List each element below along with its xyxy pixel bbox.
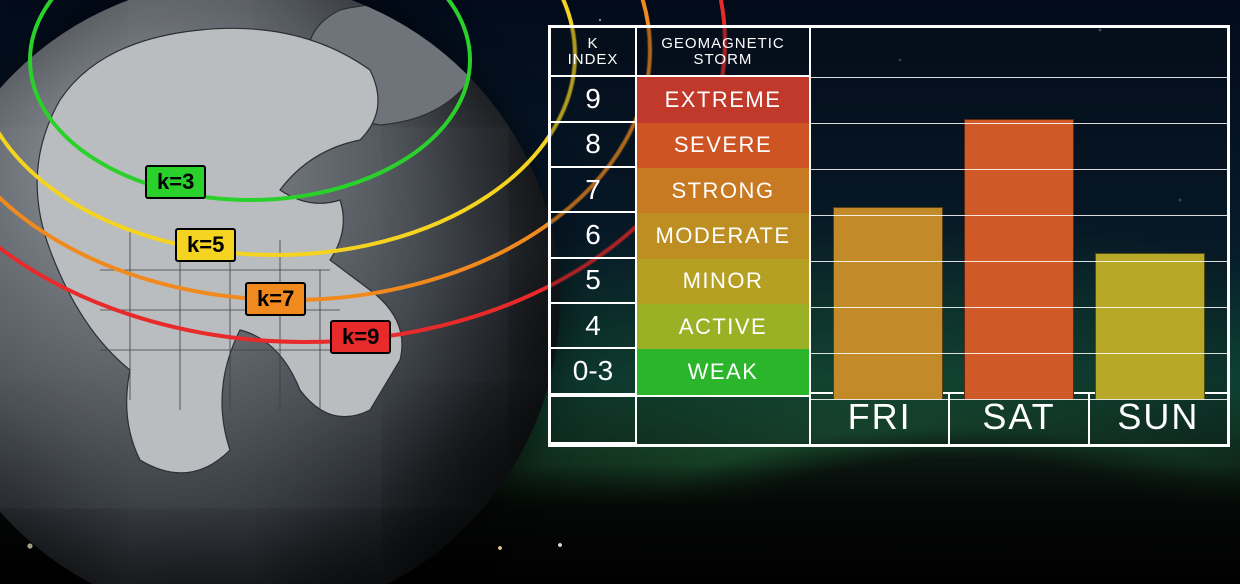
gridline xyxy=(811,261,1227,262)
xlabel-sat: SAT xyxy=(950,394,1089,444)
header-storm: GEOMAGNETIC STORM xyxy=(637,28,811,77)
cell-index: 6 xyxy=(551,213,637,258)
cell-index: 9 xyxy=(551,77,637,122)
cell-index: 8 xyxy=(551,123,637,168)
cell-storm: EXTREME xyxy=(637,77,811,122)
bars-container xyxy=(811,28,1227,400)
row-k5: 5MINOR xyxy=(551,259,811,304)
row-k9: 9EXTREME xyxy=(551,77,811,122)
row-k6: 6MODERATE xyxy=(551,213,811,258)
cell-storm: WEAK xyxy=(637,349,811,394)
cell-storm: ACTIVE xyxy=(637,304,811,349)
gridline xyxy=(811,215,1227,216)
k-badge-3: k=3 xyxy=(145,165,206,199)
gridline xyxy=(811,307,1227,308)
cell-storm: MODERATE xyxy=(637,213,811,258)
forecast-panel: K INDEXGEOMAGNETIC STORM9EXTREME8SEVERE7… xyxy=(548,25,1230,447)
cell-index: 7 xyxy=(551,168,637,213)
cell-storm: SEVERE xyxy=(637,123,811,168)
k-badge-5: k=5 xyxy=(175,228,236,262)
cell-index: 4 xyxy=(551,304,637,349)
row-k4: 4ACTIVE xyxy=(551,304,811,349)
cell-storm: STRONG xyxy=(637,168,811,213)
bar-sat xyxy=(964,119,1074,400)
xlabel-sun: SUN xyxy=(1090,394,1227,444)
k-badge-7: k=7 xyxy=(245,282,306,316)
gridline xyxy=(811,123,1227,124)
kindex-table: K INDEXGEOMAGNETIC STORM9EXTREME8SEVERE7… xyxy=(551,28,811,444)
chart-area xyxy=(811,28,1227,392)
k-badge-9: k=9 xyxy=(330,320,391,354)
row-k8: 8SEVERE xyxy=(551,123,811,168)
cell-storm: MINOR xyxy=(637,259,811,304)
bar-fri xyxy=(833,207,943,400)
gridline xyxy=(811,169,1227,170)
cell-index: 5 xyxy=(551,259,637,304)
stage: k=3 k=5 k=7 k=9 K INDEXGEOMAGNETIC STORM9EX… xyxy=(0,0,1240,584)
forecast-chart: FRISATSUN xyxy=(811,28,1227,444)
xlabel-fri: FRI xyxy=(811,394,950,444)
gridline xyxy=(811,399,1227,400)
header-k-index: K INDEX xyxy=(551,28,637,77)
cell-index: 0-3 xyxy=(551,349,637,394)
row-k0-3: 0-3WEAK xyxy=(551,349,811,394)
row-k7: 7STRONG xyxy=(551,168,811,213)
footer-blank-1 xyxy=(551,395,637,444)
gridline xyxy=(811,77,1227,78)
gridline xyxy=(811,353,1227,354)
footer-blank-2 xyxy=(637,395,811,444)
bar-sun xyxy=(1095,253,1205,400)
